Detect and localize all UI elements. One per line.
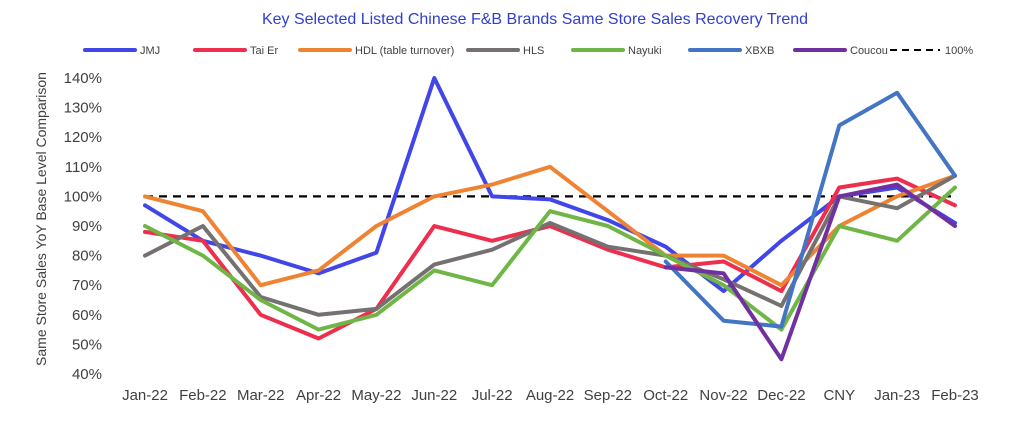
x-tick-label: Jul-22 xyxy=(472,387,513,404)
x-tick-label: Mar-22 xyxy=(237,387,285,404)
x-tick-label: Aug-22 xyxy=(526,387,574,404)
y-tick-label: 70% xyxy=(72,277,102,294)
series-line-nayuki xyxy=(143,185,957,332)
x-tick-label: Dec-22 xyxy=(757,387,805,404)
y-axis-label: Same Store Sales YoY Base Level Comparis… xyxy=(33,72,49,366)
x-tick-label: Nov-22 xyxy=(699,387,747,404)
y-axis-ticks: 40% 50% 60% 70% 80% 90% 100% 110% 120% 130% 140% xyxy=(64,70,102,383)
legend-label: JMJ xyxy=(140,45,160,57)
chart-title: Key Selected Listed Chinese F&B Brands S… xyxy=(262,11,808,28)
y-tick-label: 130% xyxy=(64,100,102,117)
x-tick-label: Sep-22 xyxy=(584,387,632,404)
x-tick-label: Feb-22 xyxy=(179,387,227,404)
legend-label: HDL (table turnover) xyxy=(355,45,454,57)
legend-label: 100% xyxy=(945,45,973,57)
legend: JMJ Tai Er HDL (table turnover) HLS Nayuki XB… xyxy=(83,45,973,57)
y-tick-label: 60% xyxy=(72,307,102,324)
x-tick-label: May-22 xyxy=(351,387,401,404)
y-tick-label: 50% xyxy=(72,336,102,353)
series-line-hls xyxy=(143,173,957,317)
y-tick-label: 110% xyxy=(65,159,102,176)
x-tick-label: Jun-22 xyxy=(411,387,457,404)
x-tick-label: Oct-22 xyxy=(643,387,688,404)
series-line-coucou xyxy=(663,182,957,362)
x-tick-label: Feb-23 xyxy=(931,387,979,404)
y-tick-label: 90% xyxy=(72,218,102,235)
y-tick-label: 140% xyxy=(64,70,102,87)
series-line-jmj xyxy=(143,76,957,294)
x-tick-label: CNY xyxy=(823,387,855,404)
y-tick-label: 80% xyxy=(72,248,102,265)
legend-label: Coucou xyxy=(850,45,888,57)
legend-label: Nayuki xyxy=(628,45,662,57)
series-lines xyxy=(143,76,957,362)
x-axis-ticks: Jan-22 Feb-22 Mar-22 Apr-22 May-22 Jun-22 Jul-… xyxy=(122,387,979,404)
x-tick-label: Jan-22 xyxy=(122,387,168,404)
y-tick-label: 120% xyxy=(64,129,102,146)
legend-label: HLS xyxy=(523,45,544,57)
y-tick-label: 100% xyxy=(64,188,102,205)
x-tick-label: Apr-22 xyxy=(296,387,341,404)
series-line-tai-er xyxy=(143,176,957,341)
x-tick-label: Jan-23 xyxy=(874,387,920,404)
legend-label: XBXB xyxy=(745,45,774,57)
y-tick-label: 40% xyxy=(72,366,102,383)
series-line-xbxb xyxy=(663,90,957,329)
legend-label: Tai Er xyxy=(250,45,278,57)
